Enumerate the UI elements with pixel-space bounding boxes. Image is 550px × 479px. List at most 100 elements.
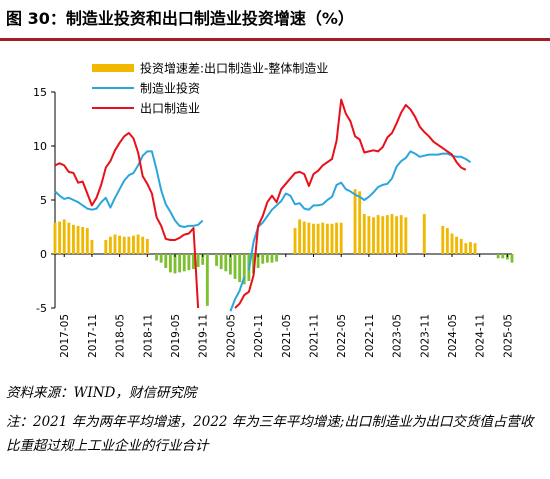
bar xyxy=(132,235,135,254)
x-tick-label: 2024-05 xyxy=(447,314,459,358)
x-tick-label: 2018-05 xyxy=(115,314,127,358)
bar xyxy=(293,228,297,254)
bar xyxy=(316,223,320,254)
bar xyxy=(205,254,209,306)
line-manufacturing-investment xyxy=(247,150,472,271)
line-manufacturing-investment xyxy=(229,276,246,312)
x-tick-label: 2021-11 xyxy=(309,314,321,358)
x-tick-label: 2024-11 xyxy=(475,314,487,358)
bar xyxy=(265,254,269,263)
source-note: 资料来源：WIND，财信研究院 xyxy=(6,385,197,401)
bar xyxy=(113,234,117,254)
bar xyxy=(330,223,334,254)
bar xyxy=(459,238,463,254)
bar xyxy=(496,254,500,259)
x-tick-label: 2018-11 xyxy=(142,314,154,358)
bar xyxy=(399,215,403,254)
bar xyxy=(339,222,343,254)
bar xyxy=(81,227,85,254)
bar xyxy=(108,236,112,254)
bar xyxy=(224,254,228,272)
bar xyxy=(164,254,168,269)
line-export-manufacturing xyxy=(234,98,467,309)
bar xyxy=(441,225,445,254)
y-tick-label: 5 xyxy=(40,194,47,207)
bar xyxy=(390,214,394,254)
bar xyxy=(372,217,375,254)
bar xyxy=(104,239,108,254)
x-tick-label: 2025-05 xyxy=(502,314,514,358)
bar xyxy=(187,254,191,271)
x-tick-label: 2020-11 xyxy=(253,314,265,358)
bar xyxy=(270,254,274,263)
bar xyxy=(362,214,366,254)
bar xyxy=(85,228,89,254)
line-manufacturing-investment xyxy=(54,150,204,228)
bar xyxy=(168,254,172,273)
bar xyxy=(445,228,449,254)
bar xyxy=(155,254,158,261)
legend-label: 投资增速差:出口制造业-整体制造业 xyxy=(140,61,328,76)
x-axis-labels: 2017-05 2017-11 2018-05 2018-11 2019-05 2019-… xyxy=(59,254,514,358)
x-tick-label: 2020-05 xyxy=(225,314,237,358)
bar xyxy=(325,223,329,254)
bar xyxy=(122,236,126,254)
bar xyxy=(192,254,195,270)
x-tick-label: 2017-05 xyxy=(59,314,71,358)
bar xyxy=(67,222,71,254)
y-tick-label: 10 xyxy=(33,140,47,153)
bar xyxy=(381,216,385,254)
bar xyxy=(233,254,237,279)
bar xyxy=(307,222,311,254)
x-tick-label: 2023-05 xyxy=(392,314,404,358)
axes: -5 0 5 10 15 xyxy=(33,86,512,315)
bar xyxy=(145,238,149,254)
bar xyxy=(455,236,459,254)
bar xyxy=(302,221,306,254)
bar xyxy=(298,219,302,254)
figure-title: 图 30：制造业投资和出口制造业投资增速（%） xyxy=(6,9,354,28)
bar xyxy=(58,221,62,254)
bar xyxy=(228,254,232,275)
bar xyxy=(196,254,200,267)
bar xyxy=(201,254,205,265)
bar xyxy=(72,224,75,254)
x-tick-label: 2021-05 xyxy=(281,314,293,358)
bar xyxy=(376,215,380,254)
bar xyxy=(53,222,57,254)
bar xyxy=(219,254,223,270)
x-tick-label: 2022-11 xyxy=(364,314,376,358)
line-export-manufacturing xyxy=(54,132,200,309)
bar xyxy=(473,243,477,254)
bar xyxy=(464,243,468,254)
bar xyxy=(469,242,472,254)
bar xyxy=(90,239,94,254)
bar xyxy=(215,254,218,266)
x-tick-label: 2022-05 xyxy=(336,314,348,358)
x-tick-label: 2019-11 xyxy=(198,314,210,358)
bar xyxy=(367,216,371,254)
bar xyxy=(321,222,325,254)
y-tick-label: 0 xyxy=(40,248,47,261)
bar xyxy=(252,254,255,274)
bar-series xyxy=(53,189,514,306)
bar xyxy=(450,233,454,254)
bar xyxy=(335,222,339,254)
bar xyxy=(275,254,279,262)
bar xyxy=(256,254,260,269)
y-tick-label: -5 xyxy=(36,302,47,315)
bar xyxy=(385,215,389,254)
bar xyxy=(510,254,514,263)
bar xyxy=(76,225,80,254)
bar xyxy=(127,236,131,254)
title-rule xyxy=(0,38,550,41)
bar xyxy=(395,216,399,254)
legend-label: 出口制造业 xyxy=(140,102,200,116)
line-series xyxy=(54,98,472,312)
legend-label: 制造业投资 xyxy=(140,81,200,96)
bar xyxy=(178,254,182,273)
bar xyxy=(173,254,177,274)
bar xyxy=(118,235,122,254)
